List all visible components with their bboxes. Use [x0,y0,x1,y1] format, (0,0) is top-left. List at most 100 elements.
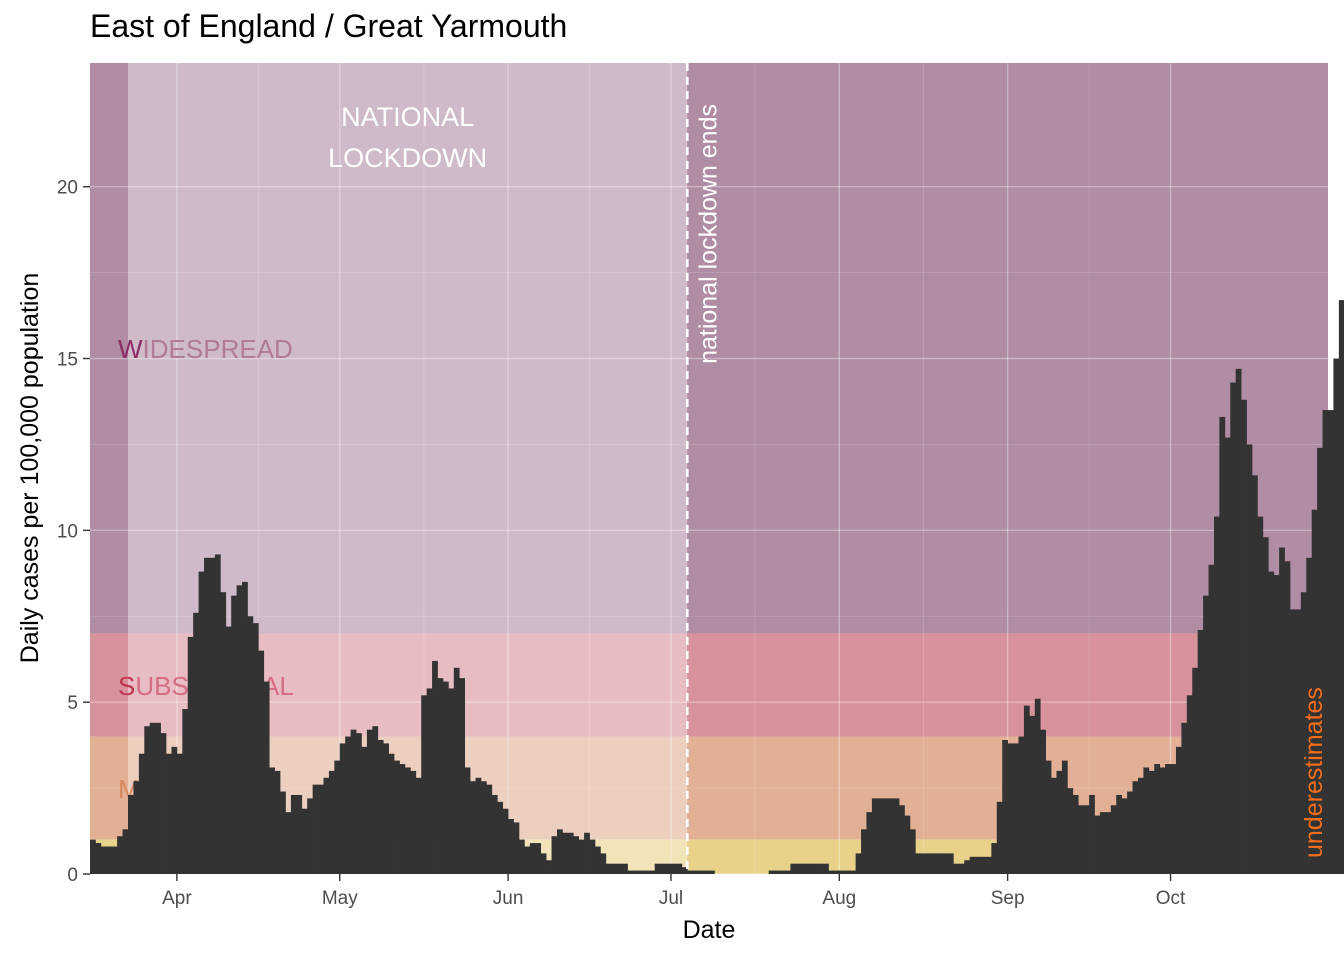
bar [985,856,992,874]
bar [480,781,487,874]
bar [1317,447,1323,874]
x-tick-label: Sep [991,888,1025,909]
bar [1186,695,1193,874]
band-widespread [90,63,1328,634]
bar [117,836,123,874]
bar [991,843,998,874]
bar [828,870,835,874]
bar [1159,767,1166,874]
bar [296,794,303,874]
y-tick-label: 0 [67,865,78,886]
bar [508,819,514,874]
bar [806,863,813,874]
bar [812,863,818,874]
bar [600,853,607,874]
bar [518,839,525,874]
bar [339,743,346,874]
bar [594,846,601,874]
bar [817,863,824,874]
bar [529,843,536,874]
y-tick-label: 20 [57,178,78,199]
band-substantial [90,633,1328,737]
bar [1089,794,1095,874]
bars [90,300,1344,874]
bar [513,822,520,874]
bar [437,678,444,874]
x-axis-title: Date [683,916,736,944]
y-tick-label: 10 [57,521,78,542]
bar [942,853,949,874]
bar [975,856,981,874]
band-label-widespread: WIDESPREAD [118,334,293,364]
bar [611,863,618,874]
bar [1072,794,1079,874]
bar [1289,609,1296,874]
bar [893,798,900,874]
bar [214,554,221,874]
bar [1132,781,1139,874]
bar [687,870,694,874]
bar [1018,736,1025,874]
bar [171,746,178,874]
lockdown-label-line1: NATIONAL [341,102,474,132]
bar [442,681,449,874]
bar [779,870,786,874]
bar [795,863,802,874]
bar [361,746,368,874]
bar [676,863,683,874]
bar [844,870,851,874]
bar [1099,812,1106,874]
bar [643,870,650,874]
bar [855,853,862,874]
bar [90,839,96,874]
bar [453,667,460,874]
bar [1197,630,1204,874]
bar [502,808,509,874]
bar [768,870,775,874]
bar [128,794,134,874]
bar [1121,798,1128,874]
bar [1029,715,1036,874]
bar [399,764,406,874]
bar [850,870,856,874]
bar [1175,746,1182,874]
bar [301,808,308,874]
bar [459,678,466,874]
bar [421,695,427,874]
bar [562,832,569,874]
bar [1105,812,1112,874]
bar [605,863,612,874]
bar [551,836,558,874]
bar [774,870,780,874]
bar [665,863,672,874]
bar [1110,805,1117,874]
bar [274,770,281,874]
bar [280,791,286,874]
bar [1213,516,1220,874]
bar [111,846,118,874]
bar [95,843,102,874]
annotations: NATIONAL LOCKDOWN national lockdown ends un… [328,63,1328,874]
chart-title: East of England / Great Yarmouth [90,8,568,44]
y-axis-title: Daily cases per 100,000 population [16,273,44,664]
bar [871,798,878,874]
bar [654,863,661,874]
bar [915,853,922,874]
bar [1203,595,1209,874]
bar [969,856,976,874]
bar [334,760,341,874]
bar [578,839,585,874]
bar [1045,760,1052,874]
bar [1094,815,1101,874]
bar [616,863,623,874]
bar [953,863,960,874]
bar [410,770,417,874]
bar [567,832,574,874]
bar [1338,300,1344,874]
bar [198,571,205,874]
bar [785,870,791,874]
bar [1056,770,1063,874]
bar [622,863,628,874]
bar [377,739,384,874]
